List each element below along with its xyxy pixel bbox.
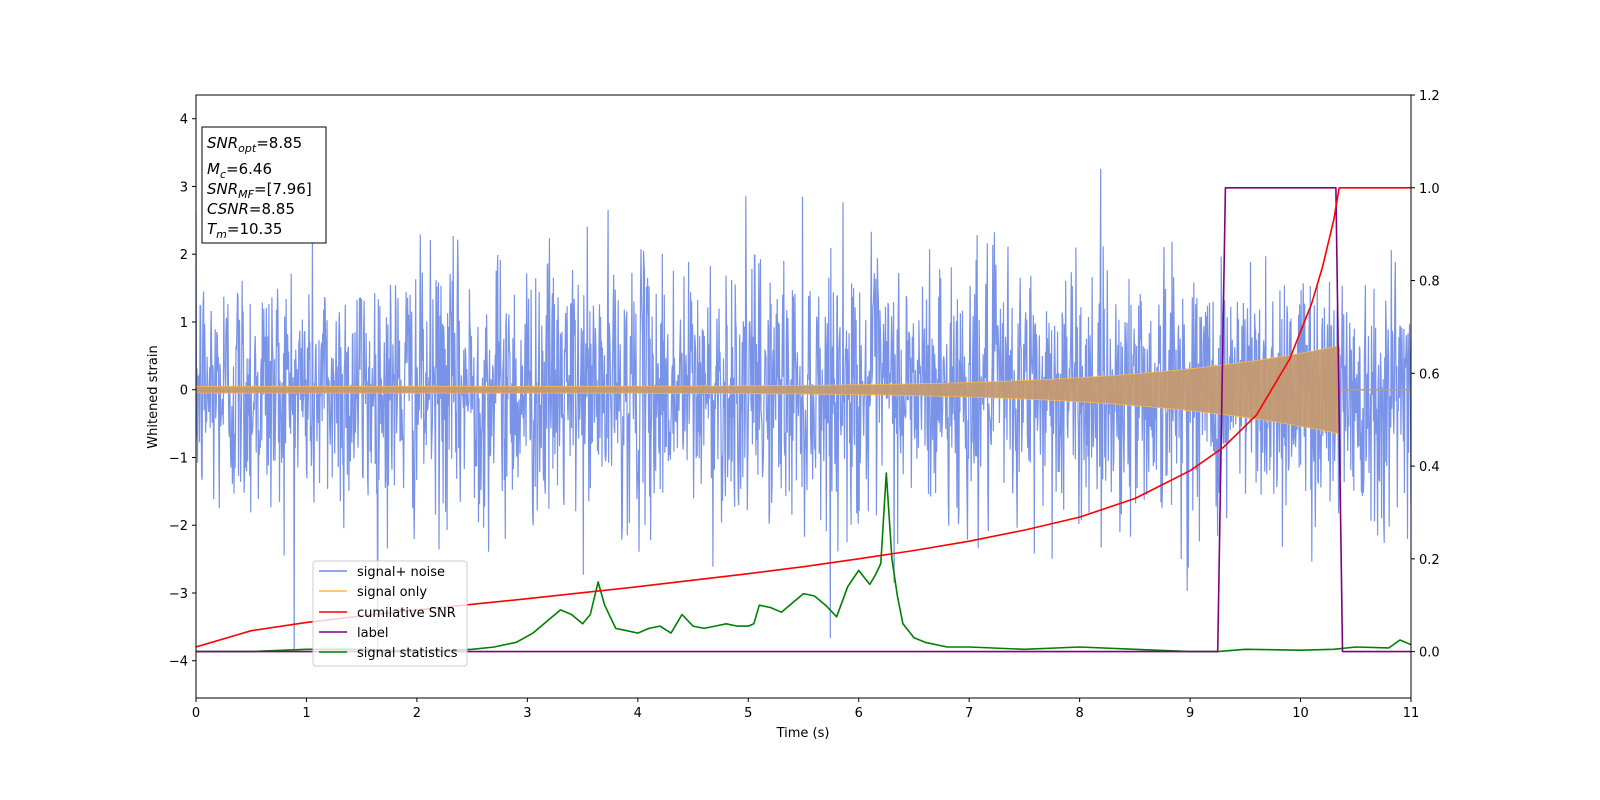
x-tick-label: 11: [1403, 706, 1420, 721]
x-tick-label: 5: [744, 706, 752, 721]
x-tick-label: 2: [413, 706, 421, 721]
y-tick-label: −1: [169, 451, 188, 466]
legend-label-signal-statistics: signal statistics: [357, 646, 458, 661]
y2-tick-label: 1.0: [1419, 182, 1440, 197]
x-tick-label: 8: [1075, 706, 1083, 721]
legend-frame: [312, 560, 468, 667]
x-tick-label: 10: [1292, 706, 1309, 721]
x-axis: 0 1 2 3 4 5 6 7 8 9 10 11: [192, 698, 1419, 721]
y-tick-label: −2: [169, 519, 188, 534]
y-tick-label: −4: [169, 655, 188, 670]
y-tick-label: 4: [180, 113, 188, 128]
info-snr-opt: SNRopt=8.85: [207, 134, 302, 155]
x-tick-label: 1: [302, 706, 310, 721]
series-label: [196, 187, 1411, 653]
info-mc: Mc=6.46: [207, 160, 272, 181]
series-signal-noise: [196, 168, 1411, 660]
legend: signal+ noise signal only cumilative SNR…: [312, 560, 468, 667]
y2-tick-label: 0.6: [1419, 367, 1440, 382]
x-tick-label: 6: [855, 706, 863, 721]
y-axis-left: −4 −3 −2 −1 0 1 2 3 4: [169, 113, 196, 670]
y2-tick-label: 0.0: [1419, 646, 1440, 661]
y2-tick-label: 1.2: [1419, 89, 1440, 104]
info-box: SNRopt=8.85 Mc=6.46 SNRMF=[7.96] CSNR=8.…: [201, 126, 327, 244]
x-axis-label: Time (s): [776, 726, 830, 741]
y-axis-label: Whitened strain: [146, 345, 161, 448]
x-tick-label: 7: [965, 706, 973, 721]
info-csnr: CSNR=8.85: [207, 200, 295, 218]
x-tick-label: 4: [634, 706, 642, 721]
info-tm: Tm=10.35: [207, 220, 282, 241]
y-tick-label: 1: [180, 316, 188, 331]
y-tick-label: 3: [180, 180, 188, 195]
y-tick-label: −3: [169, 587, 188, 602]
x-tick-label: 3: [523, 706, 531, 721]
legend-label-signal-only: signal only: [357, 585, 427, 600]
info-snr-mf: SNRMF=[7.96]: [207, 180, 312, 201]
plot-frame: [195, 94, 1412, 699]
y-tick-label: 2: [180, 248, 188, 263]
legend-label-label: label: [357, 626, 388, 641]
y-tick-label: 0: [180, 384, 188, 399]
legend-label-signal-noise: signal+ noise: [357, 565, 445, 580]
y-axis-right: 0.0 0.2 0.4 0.6 0.8 1.0 1.2: [1411, 89, 1440, 661]
x-tick-label: 0: [192, 706, 200, 721]
y2-tick-label: 0.2: [1419, 553, 1440, 568]
y2-tick-label: 0.8: [1419, 275, 1440, 290]
info-box-frame: [201, 126, 327, 244]
x-tick-label: 9: [1186, 706, 1194, 721]
series-signal-statistics: [196, 472, 1411, 653]
y2-tick-label: 0.4: [1419, 460, 1440, 475]
legend-label-cumulative-snr: cumilative SNR: [357, 606, 456, 621]
